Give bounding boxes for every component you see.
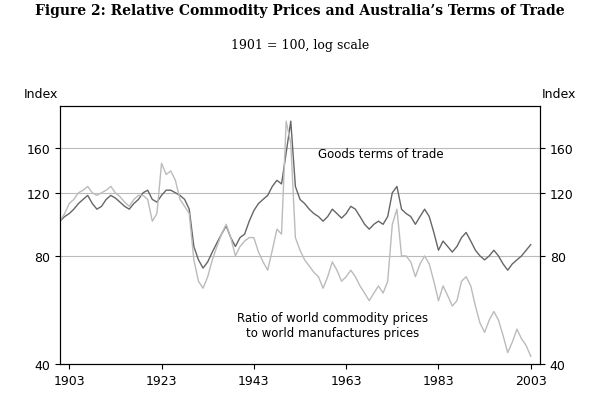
Text: Index: Index bbox=[24, 88, 58, 101]
Text: Ratio of world commodity prices
to world manufactures prices: Ratio of world commodity prices to world… bbox=[237, 312, 428, 339]
Text: Goods terms of trade: Goods terms of trade bbox=[319, 148, 444, 161]
Text: Index: Index bbox=[542, 88, 576, 101]
Text: 1901 = 100, log scale: 1901 = 100, log scale bbox=[231, 39, 369, 52]
Text: Figure 2: Relative Commodity Prices and Australia’s Terms of Trade: Figure 2: Relative Commodity Prices and … bbox=[35, 4, 565, 18]
